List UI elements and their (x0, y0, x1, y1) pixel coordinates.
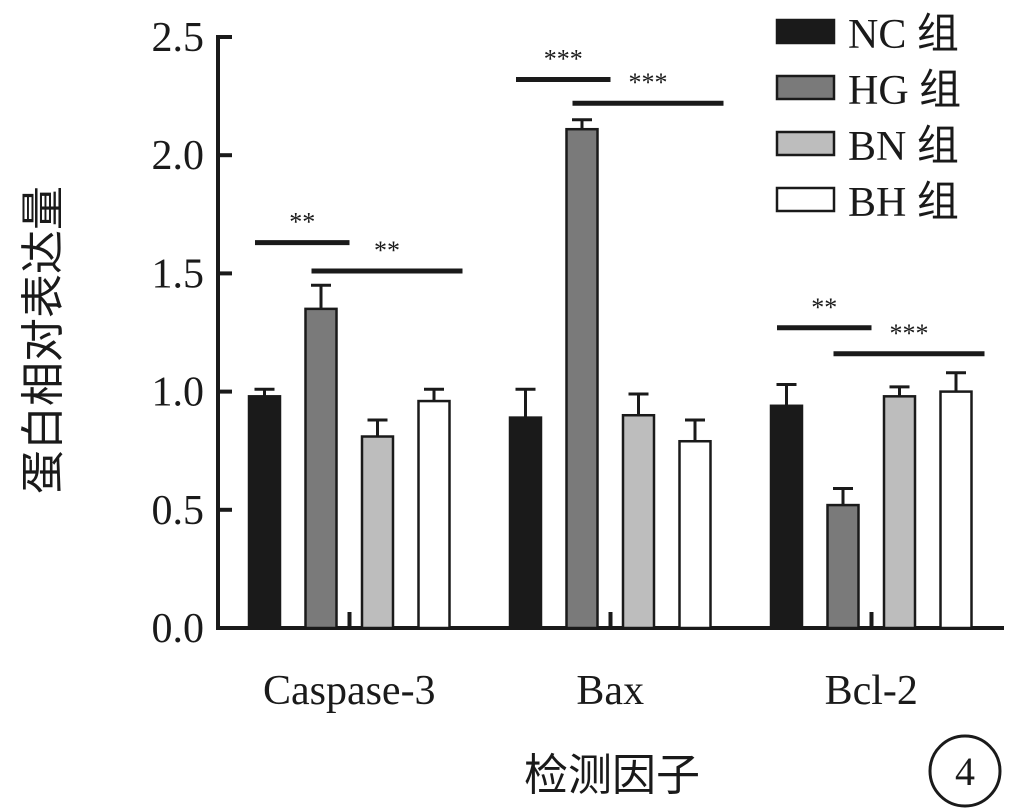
bar (417, 399, 451, 630)
axes: 0.0 0.5 1.0 1.5 2.0 2.5 Caspase-3 Bax Bcl-2 (152, 15, 1004, 714)
y-tick-label: 2.0 (152, 133, 205, 179)
bar (621, 413, 656, 630)
x-category-label: Bax (576, 668, 644, 714)
legend-swatch (775, 186, 836, 213)
bar (678, 439, 712, 630)
bar (247, 395, 282, 630)
y-tick-label: 0.0 (152, 606, 205, 652)
legend-label: HG 组 (848, 68, 961, 114)
figure-number: 4 (955, 749, 975, 794)
bar (565, 127, 599, 630)
legend-label: BN 组 (848, 124, 959, 170)
legend-swatch (775, 130, 836, 157)
legend: NC 组 HG 组 BN 组 BH 组 (775, 12, 961, 226)
bar (304, 307, 338, 630)
significance-label: ** (811, 293, 837, 322)
y-axis-title: 蛋白相对表达量 (19, 186, 68, 494)
y-tick-label: 1.5 (152, 251, 205, 297)
x-category-label: Bcl-2 (825, 668, 918, 714)
legend-label: NC 组 (848, 12, 959, 58)
significance-label: *** (629, 68, 668, 97)
y-tick-label: 2.5 (152, 15, 205, 61)
bar (508, 416, 543, 630)
significance-label: ** (374, 236, 400, 265)
legend-label: BH 组 (848, 180, 959, 226)
x-category-label: Caspase-3 (263, 668, 436, 714)
significance-label: ** (289, 208, 315, 237)
significance-markers: *************** (255, 45, 985, 357)
significance-label: *** (890, 319, 929, 348)
bar (769, 404, 804, 630)
x-axis-title: 检测因子 (524, 751, 700, 800)
bar (826, 503, 860, 630)
bar (939, 390, 973, 630)
bars (247, 118, 973, 630)
y-tick-label: 1.0 (152, 370, 205, 416)
figure-number-circle (928, 734, 1002, 808)
bar (360, 435, 395, 630)
legend-swatch (775, 74, 836, 101)
legend-swatch (775, 18, 836, 45)
bar (882, 395, 917, 630)
y-tick-label: 0.5 (152, 488, 205, 534)
significance-label: *** (544, 45, 583, 74)
